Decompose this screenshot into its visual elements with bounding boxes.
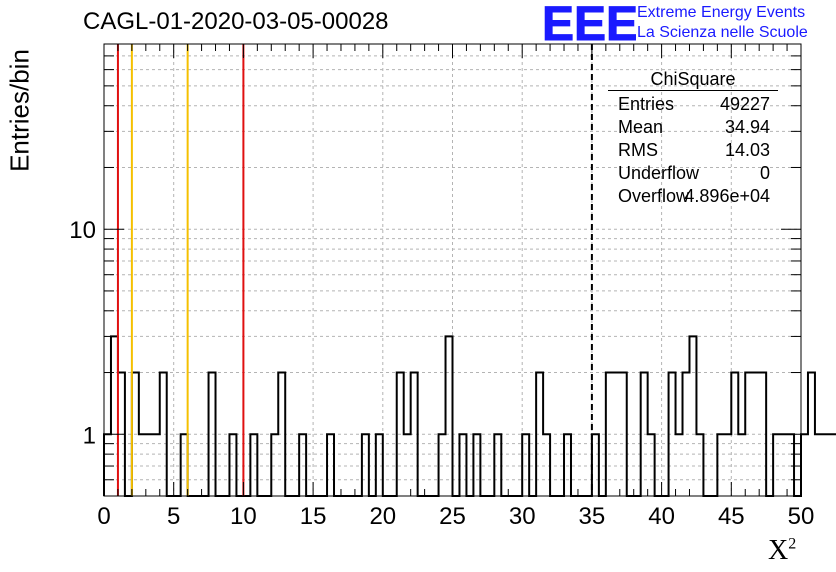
stats-row-entries: Entries 49227 — [608, 93, 778, 116]
x-tick-label: 35 — [579, 503, 606, 530]
stats-row-mean: Mean 34.94 — [608, 116, 778, 139]
eee-logo: EEE — [542, 0, 636, 44]
chart-title: CAGL-01-2020-03-05-00028 — [83, 8, 389, 35]
y-tick-label: 10 — [69, 217, 96, 244]
x-tick-label: 5 — [167, 503, 180, 530]
stats-row-rms: RMS 14.03 — [608, 139, 778, 162]
stats-box: ChiSquare Entries 49227 Mean 34.94 RMS 1… — [608, 68, 778, 208]
stats-key: RMS — [618, 140, 658, 160]
x-tick-label: 50 — [788, 503, 815, 530]
y-axis-label: Entries/bin — [4, 49, 35, 172]
stats-key: Underflow — [618, 163, 700, 183]
x-tick-label: 15 — [300, 503, 327, 530]
stats-key: Entries — [618, 94, 675, 114]
x-tick-label: 40 — [648, 503, 675, 530]
logo-line2: La Scienza nelle Scuole — [637, 24, 808, 41]
stats-value: 4.896e+04 — [684, 186, 770, 206]
logo-mark: EEE — [542, 0, 636, 44]
stats-row-underflow: Underflow 0 — [608, 162, 778, 185]
x-axis-label: X2 — [768, 535, 797, 566]
x-tick-label: 45 — [718, 503, 745, 530]
x-tick-label: 20 — [369, 503, 396, 530]
stats-value: 34.94 — [724, 117, 770, 137]
x-tick-label: 25 — [439, 503, 466, 530]
x-tick-label: 10 — [230, 503, 257, 530]
stats-title: ChiSquare — [608, 68, 778, 91]
logo-line1: Extreme Energy Events — [637, 4, 806, 21]
stats-value: 49227 — [719, 94, 770, 114]
stats-key: Mean — [618, 117, 664, 137]
stats-value: 14.03 — [724, 140, 770, 160]
stats-key: Overflow — [618, 186, 690, 206]
stats-value: 0 — [759, 163, 770, 183]
x-tick-label: 30 — [509, 503, 536, 530]
stats-row-overflow: Overflow 4.896e+04 — [608, 185, 778, 208]
y-tick-label: 1 — [83, 422, 96, 449]
x-tick-label: 0 — [97, 503, 110, 530]
histogram-series — [103, 335, 836, 497]
